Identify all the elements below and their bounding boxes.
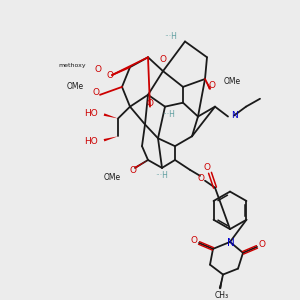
Text: O: O bbox=[208, 81, 215, 90]
Text: O: O bbox=[197, 174, 205, 183]
Polygon shape bbox=[134, 160, 148, 169]
Text: O: O bbox=[203, 164, 211, 172]
Text: HO: HO bbox=[84, 137, 98, 146]
Text: methoxy: methoxy bbox=[58, 63, 86, 68]
Text: CH₃: CH₃ bbox=[215, 291, 229, 300]
Text: OMe: OMe bbox=[104, 173, 121, 182]
Text: OMe: OMe bbox=[224, 77, 241, 86]
Polygon shape bbox=[219, 274, 223, 289]
Text: O: O bbox=[160, 55, 167, 64]
Text: ···H: ···H bbox=[164, 32, 177, 41]
Text: O: O bbox=[190, 236, 197, 245]
Text: O: O bbox=[130, 166, 136, 175]
Text: O: O bbox=[259, 240, 266, 249]
Polygon shape bbox=[104, 113, 118, 119]
Text: O: O bbox=[92, 88, 100, 97]
Text: N: N bbox=[231, 111, 237, 120]
Text: O: O bbox=[146, 99, 154, 108]
Polygon shape bbox=[205, 79, 211, 89]
Text: O: O bbox=[106, 70, 113, 80]
Text: ···H: ···H bbox=[156, 171, 168, 180]
Polygon shape bbox=[104, 136, 118, 141]
Text: ···H: ···H bbox=[163, 110, 176, 119]
Text: HO: HO bbox=[84, 109, 98, 118]
Text: OMe: OMe bbox=[67, 82, 84, 91]
Text: N: N bbox=[227, 238, 235, 248]
Text: O: O bbox=[94, 64, 101, 74]
